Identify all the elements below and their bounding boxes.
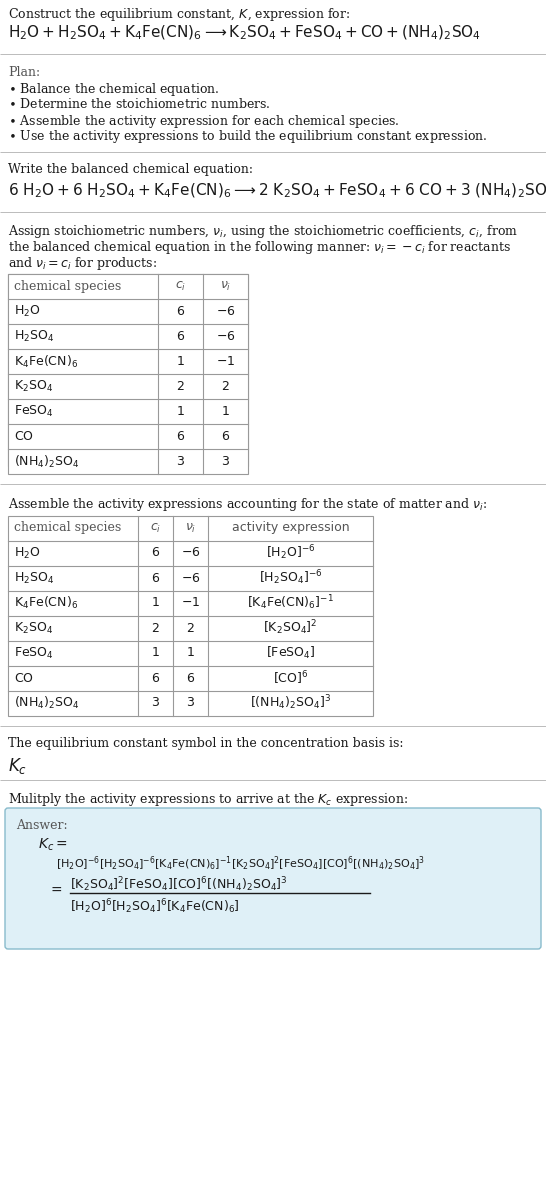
Text: 6: 6	[152, 546, 159, 559]
Text: $\nu_i$: $\nu_i$	[185, 521, 196, 534]
Text: 1: 1	[152, 647, 159, 660]
Text: 6: 6	[187, 672, 194, 685]
Text: activity expression: activity expression	[232, 521, 349, 534]
Text: and $\nu_i = c_i$ for products:: and $\nu_i = c_i$ for products:	[8, 255, 157, 271]
Text: $[\mathrm{H_2O}]^{-6}$: $[\mathrm{H_2O}]^{-6}$	[266, 544, 315, 563]
Text: $c_i$: $c_i$	[150, 521, 161, 534]
Text: 6: 6	[176, 305, 185, 318]
Text: $[\mathrm{CO}]^{6}$: $[\mathrm{CO}]^{6}$	[273, 670, 308, 687]
Text: $\mathrm{H_2O + H_2SO_4 + K_4Fe(CN)_6 \longrightarrow K_2SO_4 + FeSO_4 + CO + (N: $\mathrm{H_2O + H_2SO_4 + K_4Fe(CN)_6 \l…	[8, 24, 481, 43]
Text: 2: 2	[222, 380, 229, 393]
Text: $-1$: $-1$	[181, 596, 200, 609]
Text: $\bullet$ Use the activity expressions to build the equilibrium constant express: $\bullet$ Use the activity expressions t…	[8, 128, 488, 145]
Text: 2: 2	[187, 621, 194, 634]
Text: $\bullet$ Determine the stoichiometric numbers.: $\bullet$ Determine the stoichiometric n…	[8, 97, 271, 111]
Text: $\mathrm{CO}$: $\mathrm{CO}$	[14, 672, 34, 685]
Text: $-6$: $-6$	[216, 305, 235, 318]
Text: $\mathrm{H_2SO_4}$: $\mathrm{H_2SO_4}$	[14, 329, 54, 344]
Text: $K_c$: $K_c$	[8, 756, 27, 775]
FancyBboxPatch shape	[5, 808, 541, 949]
Text: $\mathrm{FeSO_4}$: $\mathrm{FeSO_4}$	[14, 404, 54, 419]
Text: 1: 1	[222, 405, 229, 418]
Text: $\mathrm{FeSO_4}$: $\mathrm{FeSO_4}$	[14, 646, 54, 660]
Text: 1: 1	[152, 596, 159, 609]
Text: chemical species: chemical species	[14, 280, 121, 293]
Text: $[\mathrm{H_2O}]^{6} [\mathrm{H_2SO_4}]^{6} [\mathrm{K_4Fe(CN)_6}]$: $[\mathrm{H_2O}]^{6} [\mathrm{H_2SO_4}]^…	[70, 897, 240, 916]
Text: $[\mathrm{H_2O}]^{-6} [\mathrm{H_2SO_4}]^{-6} [\mathrm{K_4Fe(CN)_6}]^{-1} [\math: $[\mathrm{H_2O}]^{-6} [\mathrm{H_2SO_4}]…	[56, 856, 425, 873]
Bar	[8, 274, 248, 466]
Text: $-6$: $-6$	[216, 329, 235, 342]
Text: 6: 6	[152, 571, 159, 584]
Text: 3: 3	[187, 697, 194, 710]
Text: 3: 3	[152, 697, 159, 710]
Text: 1: 1	[176, 405, 185, 418]
Text: $\mathrm{H_2SO_4}$: $\mathrm{H_2SO_4}$	[14, 570, 54, 585]
Bar	[8, 274, 248, 474]
Text: 6: 6	[222, 430, 229, 443]
Text: 1: 1	[187, 647, 194, 660]
Text: $\mathrm{H_2O}$: $\mathrm{H_2O}$	[14, 303, 40, 319]
Text: $\mathrm{(NH_4)_2SO_4}$: $\mathrm{(NH_4)_2SO_4}$	[14, 454, 80, 469]
Text: $[\mathrm{K_4Fe(CN)_6}]^{-1}$: $[\mathrm{K_4Fe(CN)_6}]^{-1}$	[247, 594, 334, 613]
Text: $[\mathrm{H_2SO_4}]^{-6}$: $[\mathrm{H_2SO_4}]^{-6}$	[259, 569, 322, 588]
Text: $[(\mathrm{NH_4})_2\mathrm{SO_4}]^{3}$: $[(\mathrm{NH_4})_2\mathrm{SO_4}]^{3}$	[250, 693, 331, 712]
Text: 6: 6	[152, 672, 159, 685]
Text: $\mathrm{K_4Fe(CN)_6}$: $\mathrm{K_4Fe(CN)_6}$	[14, 595, 78, 611]
Text: Write the balanced chemical equation:: Write the balanced chemical equation:	[8, 164, 253, 177]
Text: 2: 2	[176, 380, 185, 393]
Text: 2: 2	[152, 621, 159, 634]
Text: $\mathrm{6\ H_2O + 6\ H_2SO_4 + K_4Fe(CN)_6 \longrightarrow 2\ K_2SO_4 + FeSO_4 : $\mathrm{6\ H_2O + 6\ H_2SO_4 + K_4Fe(CN…	[8, 181, 546, 200]
Text: $-6$: $-6$	[181, 546, 200, 559]
Text: $[\mathrm{FeSO_4}]$: $[\mathrm{FeSO_4}]$	[266, 645, 315, 661]
Text: chemical species: chemical species	[14, 521, 121, 534]
Text: $\nu_i$: $\nu_i$	[220, 280, 231, 293]
Text: $\mathrm{H_2O}$: $\mathrm{H_2O}$	[14, 545, 40, 561]
Text: Plan:: Plan:	[8, 66, 40, 79]
Text: $-1$: $-1$	[216, 356, 235, 369]
Text: 6: 6	[176, 329, 185, 342]
Text: $K_c =$: $K_c =$	[38, 837, 68, 853]
Text: $\mathrm{K_4Fe(CN)_6}$: $\mathrm{K_4Fe(CN)_6}$	[14, 353, 78, 370]
Text: Assemble the activity expressions accounting for the state of matter and $\nu_i$: Assemble the activity expressions accoun…	[8, 497, 487, 513]
Text: $\mathrm{(NH_4)_2SO_4}$: $\mathrm{(NH_4)_2SO_4}$	[14, 694, 80, 711]
Text: Answer:: Answer:	[16, 819, 68, 832]
Text: 1: 1	[176, 356, 185, 369]
Text: $\mathrm{CO}$: $\mathrm{CO}$	[14, 430, 34, 443]
Text: Construct the equilibrium constant, $K$, expression for:: Construct the equilibrium constant, $K$,…	[8, 6, 350, 23]
Text: Assign stoichiometric numbers, $\nu_i$, using the stoichiometric coefficients, $: Assign stoichiometric numbers, $\nu_i$, …	[8, 224, 518, 241]
Text: $=$: $=$	[48, 882, 63, 896]
Text: $[\mathrm{K_2SO_4}]^{2}$: $[\mathrm{K_2SO_4}]^{2}$	[263, 619, 318, 638]
Text: Mulitply the activity expressions to arrive at the $K_c$ expression:: Mulitply the activity expressions to arr…	[8, 792, 408, 808]
Text: $\bullet$ Balance the chemical equation.: $\bullet$ Balance the chemical equation.	[8, 82, 219, 98]
Text: $[\mathrm{K_2SO_4}]^{2} [\mathrm{FeSO_4}] [\mathrm{CO}]^{6} [(\mathrm{NH_4})_2\m: $[\mathrm{K_2SO_4}]^{2} [\mathrm{FeSO_4}…	[70, 875, 288, 893]
Text: The equilibrium constant symbol in the concentration basis is:: The equilibrium constant symbol in the c…	[8, 737, 403, 750]
Text: $-6$: $-6$	[181, 571, 200, 584]
Text: 6: 6	[176, 430, 185, 443]
Text: $\mathrm{K_2SO_4}$: $\mathrm{K_2SO_4}$	[14, 379, 53, 395]
Text: $\bullet$ Assemble the activity expression for each chemical species.: $\bullet$ Assemble the activity expressi…	[8, 113, 400, 129]
Bar	[8, 515, 373, 716]
Text: 3: 3	[176, 455, 185, 468]
Text: $c_i$: $c_i$	[175, 280, 186, 293]
Text: 3: 3	[222, 455, 229, 468]
Text: $\mathrm{K_2SO_4}$: $\mathrm{K_2SO_4}$	[14, 621, 53, 635]
Text: the balanced chemical equation in the following manner: $\nu_i = -c_i$ for react: the balanced chemical equation in the fo…	[8, 239, 511, 256]
